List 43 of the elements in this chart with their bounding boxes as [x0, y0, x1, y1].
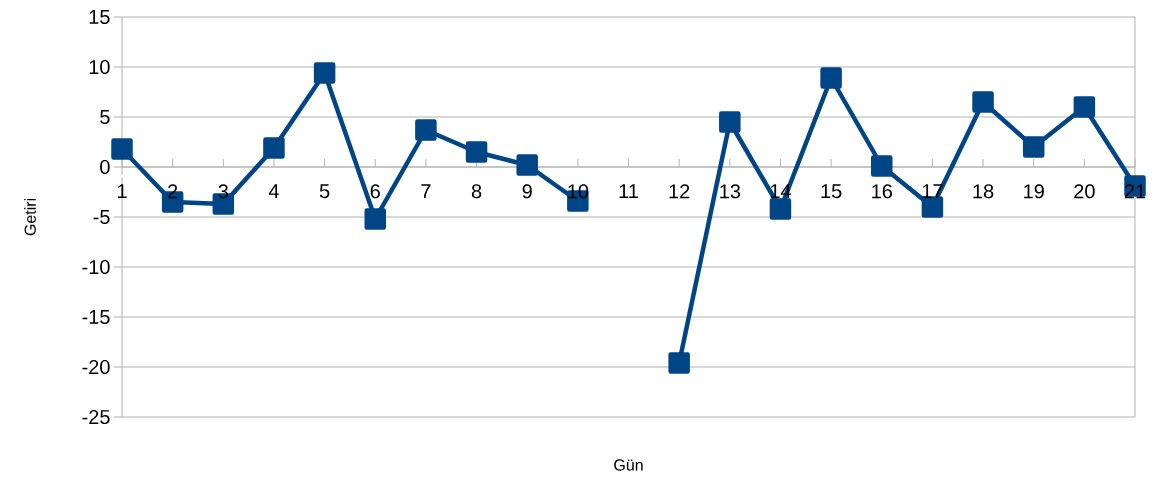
y-tick-label: 5 [100, 110, 110, 124]
y-tick-label: 0 [100, 159, 110, 175]
x-tick-label: 12 [669, 184, 690, 199]
point [871, 155, 893, 177]
point [668, 352, 690, 374]
point [769, 198, 792, 220]
x-tick-label: 15 [821, 184, 842, 199]
point [972, 91, 994, 113]
x-tick-label: 16 [872, 184, 892, 199]
x-tick-label: 9 [522, 184, 532, 199]
point [263, 137, 285, 159]
point [111, 138, 133, 160]
x-tick-label: 11 [619, 184, 638, 198]
y-tick-label: 10 [89, 59, 110, 75]
x-tick-label: 6 [370, 184, 380, 199]
point [719, 111, 741, 133]
y-axis-title: Getiri [24, 198, 36, 236]
point [820, 67, 842, 89]
x-tick-label: 19 [1024, 184, 1044, 199]
point [364, 208, 386, 230]
x-tick-label: 1 [117, 184, 127, 198]
point [516, 154, 538, 176]
y-tick-label: -20 [82, 359, 110, 375]
x-tick-label: 4 [268, 184, 279, 198]
point [1073, 96, 1096, 118]
point [415, 119, 437, 141]
x-tick-label: 13 [720, 184, 741, 199]
x-tick-label: 21 [1124, 184, 1146, 199]
point [465, 141, 488, 163]
y-tick-label: -25 [82, 409, 110, 425]
x-tick-label: 5 [319, 184, 330, 199]
x-tick-label: 20 [1074, 184, 1095, 199]
y-tick-label: -15 [82, 310, 110, 324]
point [921, 196, 944, 218]
point [1022, 136, 1045, 158]
y-tick-label: -5 [93, 210, 110, 224]
y-tick-label: -10 [82, 259, 110, 275]
x-tick-label: 18 [973, 184, 994, 199]
x-tick-label: 7 [421, 184, 431, 198]
y-tick-label: 15 [89, 10, 110, 24]
x-axis-title: Gün [614, 459, 643, 471]
x-tick-label: 8 [471, 184, 482, 199]
point [313, 62, 336, 84]
